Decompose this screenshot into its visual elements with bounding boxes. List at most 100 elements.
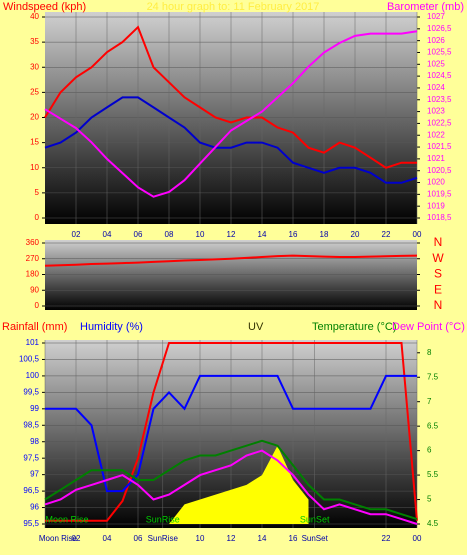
y2-tick-label: 1023,5 (427, 95, 452, 104)
y2-tick-label: 7 (427, 397, 432, 406)
x-tick-label: 14 (258, 230, 267, 239)
y-tick-label: 40 (30, 12, 39, 21)
legend-entry: UV (248, 321, 264, 333)
y2-tick-label: 1024 (427, 83, 445, 92)
event-label: SunSet (300, 514, 330, 524)
y2-tick-label: 1019 (427, 201, 445, 210)
event-label: SunRise (146, 514, 180, 524)
y2-tick-label: 6 (427, 446, 432, 455)
y2-tick-label: 1026,5 (427, 24, 452, 33)
y2-tick-label: 1027 (427, 12, 445, 21)
y2-tick-label: 1025 (427, 59, 445, 68)
series-line (44, 449, 418, 525)
y-tick-label: 10 (30, 163, 39, 172)
y-tick-label: 100 (26, 371, 40, 380)
x-tick-label: Moon Rise (39, 534, 78, 543)
y2-tick-label: 1026 (427, 36, 445, 45)
x-tick-label: 18 (320, 230, 329, 239)
legend-entry: Dew Point (°C) (392, 321, 465, 333)
x-tick-label: SunSet (302, 534, 329, 543)
y-tick-label: 101 (26, 338, 40, 347)
y2-axis-title: Barometer (mb) (387, 1, 464, 13)
uv-area (169, 445, 309, 524)
y2-tick-label: 7.5 (427, 372, 439, 381)
y2-tick-label: 1022,5 (427, 119, 452, 128)
x-tick-label: 00 (413, 534, 422, 543)
y2-tick-label: 1020,5 (427, 166, 452, 175)
plot-background (45, 240, 417, 310)
x-tick-label: 10 (196, 230, 205, 239)
x-tick-label: 00 (413, 230, 422, 239)
y2-tick-label: N (434, 235, 443, 249)
y2-tick-label: 8 (427, 348, 432, 357)
y2-tick-label: E (434, 282, 442, 296)
y-tick-label: 98 (30, 437, 39, 446)
x-tick-label: SunRise (148, 534, 179, 543)
y2-tick-label: 1020 (427, 178, 445, 187)
y-tick-label: 97,5 (23, 453, 39, 462)
event-label: Moon Rise (45, 514, 88, 524)
series-line (44, 254, 418, 267)
x-tick-label: 02 (72, 230, 81, 239)
y-tick-label: 180 (26, 270, 40, 279)
y-tick-label: 0 (35, 213, 40, 222)
y2-tick-label: S (434, 267, 442, 281)
y-tick-label: 360 (26, 238, 40, 247)
y-tick-label: 30 (30, 62, 39, 71)
x-tick-label: 04 (103, 534, 112, 543)
x-tick-label: 22 (382, 534, 391, 543)
y-tick-label: 270 (26, 254, 40, 263)
legend-entry: Temperature (°C) (312, 321, 396, 333)
y-tick-label: 15 (30, 138, 39, 147)
y-tick-label: 5 (35, 188, 40, 197)
y2-tick-label: W (432, 251, 444, 265)
legend-entry: Humidity (%) (80, 321, 143, 333)
y2-tick-label: 1021,5 (427, 142, 452, 151)
x-tick-label: 12 (227, 534, 236, 543)
series-line (45, 374, 417, 493)
chart-title: 24 hour graph to: 11 February 2017 (147, 1, 320, 13)
y-tick-label: 98,5 (23, 420, 39, 429)
y-tick-label: 20 (30, 113, 39, 122)
x-tick-label: 12 (227, 230, 236, 239)
x-tick-label: 16 (289, 534, 298, 543)
x-tick-label: 06 (134, 534, 143, 543)
y2-tick-label: 5 (427, 495, 432, 504)
y2-tick-label: 1023 (427, 107, 445, 116)
x-tick-label: 06 (134, 230, 143, 239)
legend-entry: Rainfall (mm) (2, 321, 67, 333)
x-tick-label: 02 (72, 534, 81, 543)
y-tick-label: 96,5 (23, 486, 39, 495)
y-tick-label: 25 (30, 87, 39, 96)
y-tick-label: 90 (30, 285, 39, 294)
x-tick-label: 10 (196, 534, 205, 543)
y2-tick-label: 1018,5 (427, 213, 452, 222)
y-tick-label: 97 (30, 470, 39, 479)
y2-tick-label: 5.5 (427, 470, 439, 479)
y-tick-label: 95,5 (23, 519, 39, 528)
y-tick-label: 99,5 (23, 387, 39, 396)
y2-tick-label: 1022 (427, 130, 445, 139)
y-tick-label: 100,5 (19, 355, 40, 364)
y-tick-label: 0 (35, 301, 40, 310)
y2-tick-label: 6.5 (427, 421, 439, 430)
x-tick-label: 04 (103, 230, 112, 239)
y2-tick-label: 1021 (427, 154, 445, 163)
series-line (44, 30, 418, 198)
series-line (44, 96, 418, 184)
y2-tick-label: 1019,5 (427, 189, 452, 198)
y-axis-title: Windspeed (kph) (3, 1, 86, 13)
series-line (45, 342, 418, 522)
y-tick-label: 96 (30, 503, 39, 512)
x-tick-label: 22 (382, 230, 391, 239)
x-tick-label: 08 (165, 230, 174, 239)
series-line (44, 25, 417, 169)
x-tick-label: 14 (258, 534, 267, 543)
y2-tick-label: 4.5 (427, 519, 439, 528)
x-tick-label: 16 (289, 230, 298, 239)
y2-tick-label: 1025,5 (427, 48, 452, 57)
x-tick-label: 20 (351, 230, 360, 239)
series-line (44, 439, 418, 521)
y2-tick-label: 1024,5 (427, 71, 452, 80)
